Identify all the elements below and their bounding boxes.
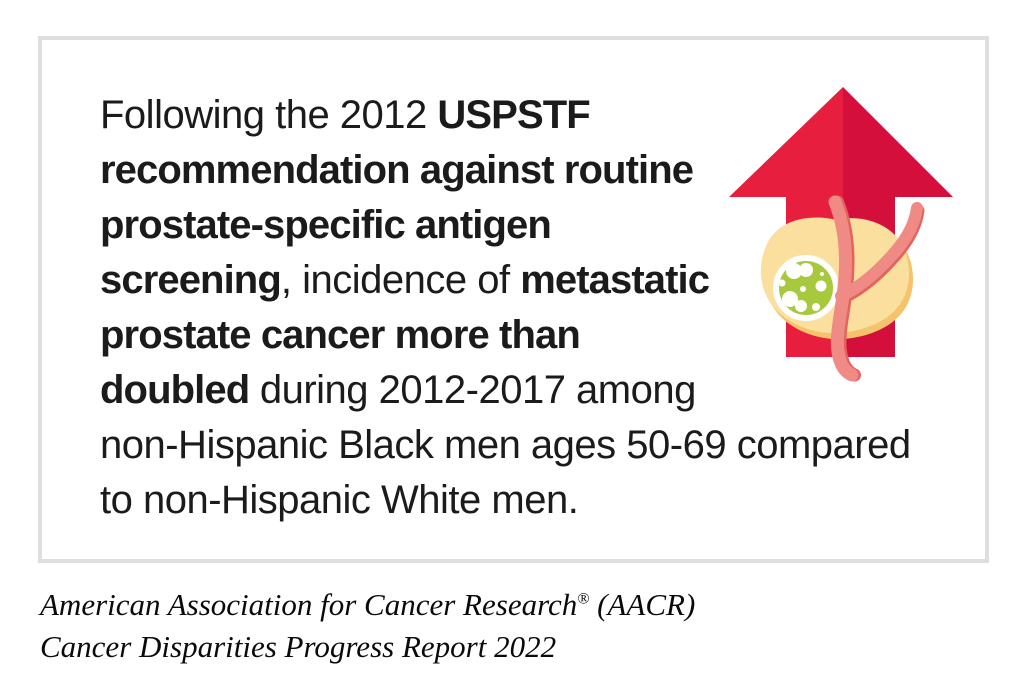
- citation-org-suffix: (AACR): [589, 587, 696, 622]
- statement-text: Following the 2012 USPSTF recommendation …: [100, 88, 911, 528]
- citation-line-2: Cancer Disparities Progress Report 2022: [40, 629, 557, 664]
- statement-segment: to non-Hispanic White men.: [100, 478, 579, 522]
- statement-segment: during 2012-2017 among: [249, 368, 697, 412]
- callout-card: Following the 2012 USPSTF recommendation …: [38, 36, 989, 563]
- blood-vessel-icon: [828, 195, 925, 382]
- tumor-icon: [773, 255, 839, 321]
- source-citation: American Association for Cancer Research…: [40, 584, 695, 668]
- statement-segment: , incidence of: [280, 258, 521, 302]
- statement-segment-bold: recommendation against routine: [100, 148, 694, 192]
- vessel-body: [828, 195, 923, 382]
- statement-line: Following the 2012 USPSTF: [100, 88, 911, 143]
- statement-line: prostate-specific antigen: [100, 198, 911, 253]
- statement-line: doubled during 2012-2017 among: [100, 363, 911, 418]
- statement-segment-bold: USPSTF: [437, 93, 590, 137]
- statement-line: non-Hispanic Black men ages 50-69 compar…: [100, 418, 911, 473]
- statement-line: screening, incidence of metastatic: [100, 253, 911, 308]
- statement-line: to non-Hispanic White men.: [100, 473, 911, 528]
- statement-segment-bold: screening: [100, 258, 282, 302]
- citation-line-1: American Association for Cancer Research…: [40, 584, 695, 626]
- citation-org: American Association for Cancer Research: [40, 587, 578, 622]
- registered-trademark: ®: [577, 590, 590, 608]
- tumor-spots: [778, 263, 827, 312]
- statement-segment-bold: prostate-specific antigen: [100, 203, 552, 247]
- prostate-cancer-increase-illustration: [729, 87, 953, 382]
- statement-segment-bold: metastatic: [520, 258, 710, 302]
- statement-line: prostate cancer more than: [100, 308, 911, 363]
- statement-line: recommendation against routine: [100, 143, 911, 198]
- statement-segment-bold: doubled: [100, 368, 250, 412]
- statement-segment-bold: prostate cancer more than: [100, 313, 581, 357]
- statement-segment: Following the 2012: [100, 93, 438, 137]
- statement-segment: non-Hispanic Black men ages 50-69 compar…: [100, 423, 911, 467]
